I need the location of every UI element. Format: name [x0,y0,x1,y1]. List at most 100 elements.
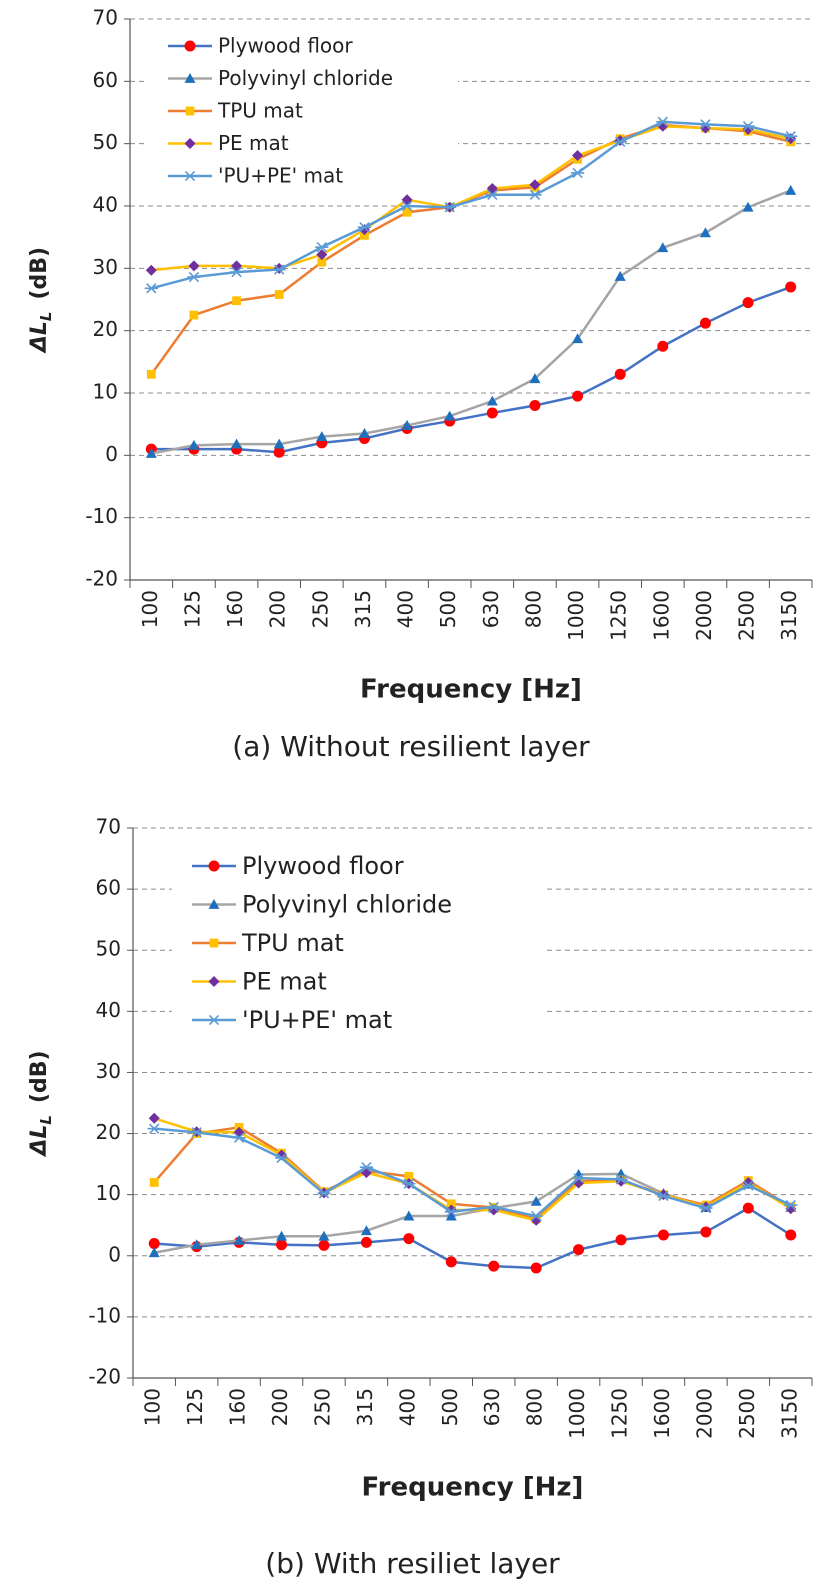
marker [229,266,244,278]
marker [403,1233,415,1245]
marker [183,170,197,182]
x-tick-label: 1250 [608,1388,632,1439]
marker [785,281,797,293]
x-tick-label: 500 [438,1388,462,1426]
y-label-sub: L [37,1115,55,1125]
marker [572,390,584,402]
legend-label: Plywood floor [218,34,353,58]
x-axis-label: Frequency [Hz] [360,675,582,705]
marker [147,1123,161,1134]
marker [404,1171,414,1181]
marker [443,202,457,213]
y-tick-label: 10 [96,1181,121,1205]
marker [233,1235,245,1245]
legend-marker [184,40,196,52]
marker [403,1210,415,1221]
marker [530,1214,542,1226]
legend-label: TPU mat [241,929,344,957]
marker [188,260,200,272]
marker [401,419,413,430]
x-axis-label: Frequency [Hz] [362,1473,584,1503]
legend-label: PE mat [218,131,289,155]
marker [185,106,195,116]
marker [190,1127,204,1138]
legend-label: TPU mat [217,99,303,123]
marker [184,138,196,149]
marker [317,257,327,267]
marker [187,271,201,283]
marker [358,428,370,438]
marker [444,1206,458,1217]
marker [318,1230,330,1241]
series-line [154,1127,792,1218]
marker [572,333,584,344]
marker [148,1112,160,1124]
y-tick-label: 20 [93,317,118,341]
x-tick-label: 200 [266,590,290,628]
marker [570,167,585,179]
marker [485,189,499,200]
series-line [151,124,791,272]
marker [360,230,369,240]
x-tick-label: 2000 [692,1388,716,1439]
series-line [154,1206,792,1270]
x-tick-label: 2500 [735,590,759,641]
marker [529,399,541,411]
legend-label: Plywood floor [242,852,404,880]
marker [145,447,157,458]
marker [528,189,542,200]
marker [208,976,220,987]
legend-label: Polyvinyl chloride [218,66,393,90]
y-tick-label: 20 [96,1120,121,1144]
marker [144,283,158,294]
marker [742,201,754,212]
x-tick-label: 2000 [692,590,716,641]
marker [191,1239,203,1250]
y-tick-label: -20 [85,567,118,591]
marker [357,222,372,233]
marker [274,1152,289,1164]
legend-marker [185,106,195,116]
series-line [151,189,792,455]
legend-label: 'PU+PE' mat [242,1006,392,1034]
marker [148,1238,160,1250]
x-tick-label: 1600 [649,590,673,641]
marker [530,1262,542,1274]
chart-caption: (a) Without resilient layer [232,730,590,763]
marker [784,1199,798,1211]
x-tick-label: 125 [183,1388,207,1426]
marker [530,1195,542,1206]
y-tick-label: 50 [93,130,118,154]
marker [315,241,329,253]
x-tick-label: 1600 [650,1388,674,1439]
marker [614,1174,628,1185]
x-tick-label: 400 [394,590,418,628]
y-tick-label: 50 [96,937,121,961]
marker [657,242,669,253]
marker [657,340,669,352]
marker [785,184,797,195]
y-label-symbol: ΔL [27,1125,52,1158]
marker [741,121,755,132]
legend-marker [207,1014,221,1026]
marker [231,438,243,449]
x-tick-label: 160 [226,1388,250,1426]
legend-marker [208,899,220,909]
marker [232,1132,246,1144]
marker [184,73,196,83]
marker [207,1014,221,1026]
marker [209,938,219,948]
marker [444,410,456,421]
marker [145,264,157,276]
series-line [151,285,792,454]
legend-marker [183,170,197,182]
marker [317,1188,331,1199]
marker [273,438,285,449]
marker [699,317,711,329]
marker [656,116,670,128]
y-label-unit: (dB) [27,1050,52,1103]
y-tick-label: -10 [88,1303,121,1327]
legend-marker [208,976,220,987]
series-line [153,1172,792,1254]
